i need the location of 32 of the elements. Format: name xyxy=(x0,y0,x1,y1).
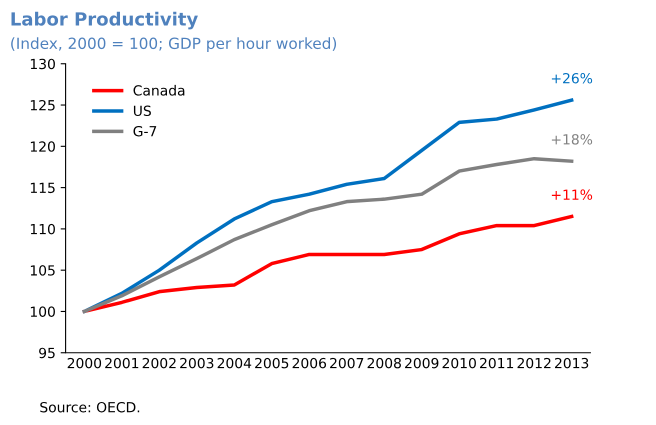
x-tick-label: 2007 xyxy=(330,358,364,368)
annotation: +18% xyxy=(552,134,592,145)
legend-label: Canada xyxy=(134,84,184,96)
x-tick-label: 2003 xyxy=(180,358,214,368)
line-series xyxy=(82,214,574,314)
y-tick-label: 115 xyxy=(30,182,55,194)
x-tick-label: 2006 xyxy=(292,358,326,368)
x-tick-label: 2013 xyxy=(555,358,588,368)
x-tick-label: 2009 xyxy=(405,358,438,368)
annotation: +11% xyxy=(552,189,592,200)
chart-subtitle: (Index, 2000 = 100; GDP per hour worked) xyxy=(11,37,336,52)
source-note: Source: OECD. xyxy=(40,402,140,412)
y-tick-label: 120 xyxy=(30,141,55,152)
y-tick-label: 125 xyxy=(30,100,55,111)
x-tick-label: 2001 xyxy=(105,358,138,368)
y-tick-label: 95 xyxy=(39,348,55,358)
x-tick-label: 2002 xyxy=(142,358,176,368)
x-tick-label: 2011 xyxy=(480,358,514,368)
y-tick-label: 110 xyxy=(30,224,55,234)
x-tick-label: 2012 xyxy=(518,358,550,368)
chart-title: Labor Productivity xyxy=(12,12,198,30)
legend-label: G-7 xyxy=(134,126,156,136)
annotation: +26% xyxy=(552,72,592,84)
y-tick-label: 130 xyxy=(30,58,55,70)
x-tick-label: 2005 xyxy=(255,358,288,368)
x-tick-label: 2010 xyxy=(442,358,476,368)
legend-label: US xyxy=(134,106,151,116)
x-tick-label: 2004 xyxy=(218,358,252,368)
y-tick-label: 100 xyxy=(30,306,55,317)
y-tick-label: 105 xyxy=(30,265,55,276)
x-tick-label: 2000 xyxy=(68,358,102,368)
x-tick-label: 2008 xyxy=(368,358,401,368)
